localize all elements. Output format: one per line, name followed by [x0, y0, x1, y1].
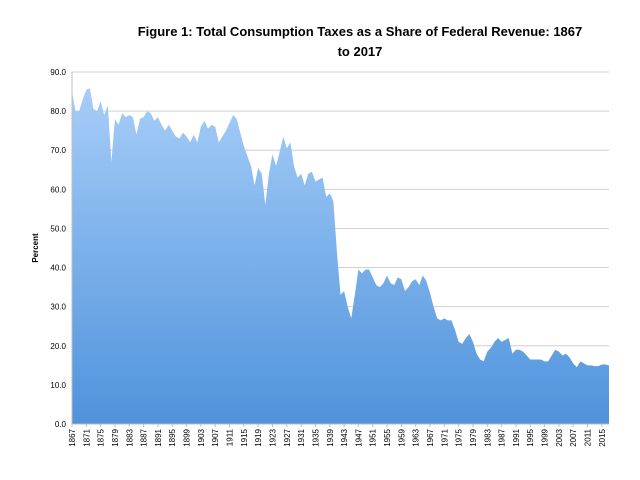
x-tick-label: 1927 [283, 428, 292, 446]
y-tick-label: 60.0 [50, 185, 66, 194]
x-axis-ticks: 1867 1871 1875 1879 1883 1887 1891 1895 1899 1903… [68, 424, 607, 447]
x-tick-label: 1899 [183, 428, 192, 446]
x-tick-label: 1979 [469, 428, 478, 446]
x-tick-label: 1867 [68, 428, 77, 446]
x-tick-label: 1887 [140, 428, 149, 446]
x-tick-label: 1931 [297, 428, 306, 446]
x-tick-label: 1915 [240, 428, 249, 446]
x-tick-label: 1923 [268, 428, 277, 446]
x-tick-label: 1983 [483, 428, 492, 446]
chart-title-line-2: to 2017 [337, 44, 383, 59]
x-tick-label: 1891 [154, 428, 163, 446]
y-tick-label: 90.0 [50, 68, 66, 77]
x-tick-label: 1967 [426, 428, 435, 446]
x-tick-label: 1947 [354, 428, 363, 446]
x-tick-label: 1883 [125, 428, 134, 446]
y-tick-label: 10.0 [50, 381, 66, 390]
x-tick-label: 1999 [541, 428, 550, 446]
y-axis-ticks: 0.0 10.0 20.0 30.0 40.0 50.0 60.0 70.0 80.0 90.0 [50, 68, 66, 429]
y-tick-label: 40.0 [50, 264, 66, 273]
y-tick-label: 30.0 [50, 303, 66, 312]
x-tick-label: 2007 [569, 428, 578, 446]
y-tick-label: 70.0 [50, 146, 66, 155]
x-tick-label: 1911 [226, 428, 235, 446]
x-tick-label: 1975 [455, 428, 464, 446]
x-tick-label: 1951 [369, 428, 378, 446]
x-tick-label: 1991 [512, 428, 521, 446]
x-tick-label: 1955 [383, 428, 392, 446]
x-tick-label: 1963 [412, 428, 421, 446]
x-tick-label: 1879 [111, 428, 120, 446]
y-tick-label: 20.0 [50, 342, 66, 351]
x-tick-label: 2003 [555, 428, 564, 446]
x-tick-label: 1871 [82, 428, 91, 446]
x-tick-label: 1935 [311, 428, 320, 446]
y-tick-label: 80.0 [50, 107, 66, 116]
x-tick-label: 1907 [211, 428, 220, 446]
y-tick-label: 50.0 [50, 224, 66, 233]
x-tick-label: 1903 [197, 428, 206, 446]
x-tick-label: 2015 [598, 428, 607, 446]
x-tick-label: 1971 [440, 428, 449, 446]
x-tick-label: 1895 [168, 428, 177, 446]
x-tick-label: 1987 [498, 428, 507, 446]
x-tick-label: 1959 [397, 428, 406, 446]
y-tick-label: 0.0 [55, 420, 67, 429]
x-tick-label: 1995 [526, 428, 535, 446]
chart-title: Figure 1: Total Consumption Taxes as a S… [100, 22, 620, 62]
consumption-tax-area [72, 88, 609, 425]
x-tick-label: 1919 [254, 428, 263, 446]
x-tick-label: 1939 [326, 428, 335, 446]
x-tick-label: 2011 [584, 428, 593, 446]
x-tick-label: 1943 [340, 428, 349, 446]
chart-title-line-1: Figure 1: Total Consumption Taxes as a S… [137, 24, 583, 39]
y-axis-label: Percent [31, 233, 40, 263]
x-tick-label: 1875 [97, 428, 106, 446]
